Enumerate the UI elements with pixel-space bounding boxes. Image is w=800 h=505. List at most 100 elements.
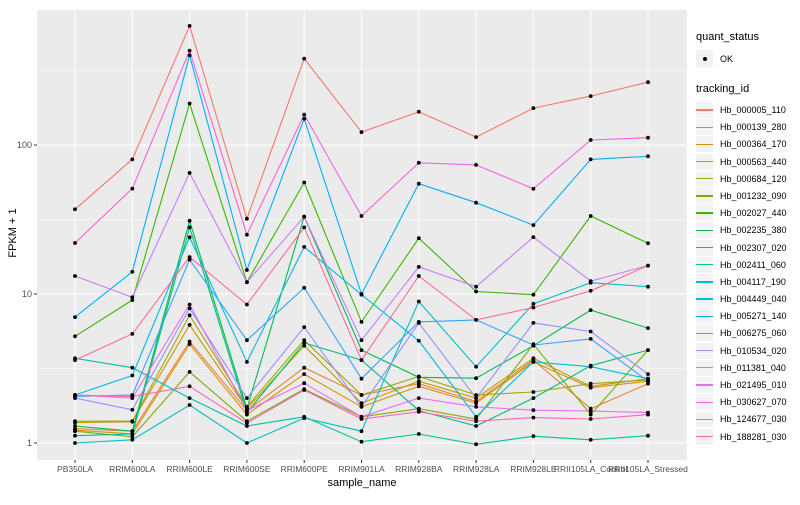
legend-key-box (696, 273, 713, 290)
legend-entry-label: Hb_188281_030 (720, 431, 787, 442)
legend-entry: Hb_004117_190 (696, 273, 800, 290)
legend-entry: Hb_000364_170 (696, 136, 800, 153)
data-point-Hb_004117_190 (359, 429, 364, 434)
legend-entry-label: Hb_010534_020 (720, 345, 787, 356)
x-tick-label: RRIM928BA (395, 464, 443, 474)
data-point-Hb_124677_030 (588, 417, 593, 421)
legend-entry: Hb_124677_030 (696, 411, 800, 428)
legend-line-icon (696, 178, 713, 180)
data-point-Hb_124677_030 (474, 419, 478, 424)
x-tick-label: RRIM600PE (281, 464, 329, 474)
data-point-Hb_002411_060 (474, 442, 478, 447)
data-point-Hb_006275_060 (646, 379, 650, 384)
data-point-Hb_002411_060 (359, 439, 364, 444)
legend-line-icon (696, 126, 713, 128)
legend-key-box (696, 187, 713, 204)
data-point-Hb_002307_020 (646, 348, 650, 352)
data-point-Hb_004117_190 (531, 301, 536, 306)
data-point-Hb_000005_110 (245, 216, 249, 221)
data-point-Hb_124677_030 (302, 388, 307, 392)
legend-entry: Hb_188281_030 (696, 428, 800, 445)
legend-tracking-entries: Hb_000005_110 Hb_000139_280 Hb_000364_170 H… (694, 102, 800, 445)
legend-entry: Hb_010534_020 (696, 342, 800, 359)
legend-entry-label: Hb_000364_170 (720, 139, 787, 150)
data-point-Hb_006275_060 (187, 257, 192, 262)
data-point-Hb_124677_030 (187, 384, 192, 389)
legend-line-icon (696, 384, 713, 386)
legend-key-box (696, 377, 713, 393)
x-tick-label: RRIM600LA (109, 464, 156, 474)
legend-entry-label: Hb_000563_440 (720, 156, 787, 167)
data-point-Hb_011381_040 (416, 265, 421, 269)
data-point-Hb_030627_070 (302, 112, 307, 117)
data-point-Hb_000684_120 (531, 390, 536, 394)
x-tick-label: RRIM901LA (338, 464, 385, 474)
data-point-Hb_004117_190 (245, 441, 249, 445)
legend-title-tracking-id: tracking_id (696, 83, 750, 95)
legend-entry-label: Hb_005271_140 (720, 311, 787, 322)
data-point-Hb_001232_090 (588, 412, 593, 417)
data-point-Hb_004449_040 (245, 360, 249, 364)
data-point-Hb_021495_010 (416, 396, 421, 400)
legend-entry: Hb_000005_110 (696, 102, 800, 118)
data-point-Hb_000684_120 (187, 313, 192, 318)
legend-entry-label: Hb_004117_190 (720, 276, 786, 287)
data-point-Hb_002235_380 (588, 308, 593, 312)
legend-entry: Hb_004449_040 (696, 291, 800, 308)
data-point-Hb_004449_040 (302, 245, 307, 249)
legend-entry-quant-ok: OK (696, 50, 800, 67)
legend-line-icon (696, 160, 713, 163)
legend-entry-label: Hb_002235_380 (720, 225, 787, 236)
data-point-Hb_010534_020 (474, 396, 478, 400)
x-tick-label: PB350LA (57, 464, 93, 474)
data-point-Hb_002235_380 (474, 376, 478, 381)
data-point-Hb_011381_040 (588, 279, 593, 283)
data-point-Hb_011381_040 (187, 171, 192, 175)
legend-entry: Hb_002235_380 (696, 222, 800, 239)
data-point-Hb_010534_020 (73, 396, 77, 400)
data-point-Hb_188281_030 (130, 332, 135, 336)
y-tick-label: 1 (27, 438, 32, 448)
legend-entry: Hb_001232_090 (696, 187, 800, 204)
data-point-Hb_030627_070 (245, 232, 249, 237)
legend-entry: Hb_002027_440 (696, 205, 800, 222)
data-point-Hb_002235_380 (73, 424, 77, 428)
legend-entry: Hb_000684_120 (696, 170, 800, 187)
data-point-Hb_021495_010 (531, 408, 536, 413)
legend-title-quant-status: quant_status (696, 31, 759, 43)
data-point-Hb_000563_440 (416, 379, 421, 384)
legend-entry-label: Hb_001232_090 (720, 190, 787, 201)
data-point-Hb_000005_110 (130, 157, 135, 162)
data-point-Hb_011381_040 (302, 214, 307, 219)
data-point-Hb_000563_440 (588, 384, 593, 389)
data-point-Hb_011381_040 (130, 295, 135, 300)
legend-key-box (696, 291, 713, 308)
legend-entry: Hb_005271_140 (696, 308, 800, 325)
legend-key-box (696, 325, 713, 342)
data-point-Hb_000563_440 (302, 343, 307, 348)
data-point-Hb_188281_030 (73, 358, 77, 362)
data-point-Hb_002235_380 (187, 218, 192, 223)
legend-entry-label: Hb_006275_060 (720, 328, 787, 339)
data-point-Hb_030627_070 (474, 163, 478, 167)
data-point-Hb_004117_190 (187, 403, 192, 407)
legend-entry: Hb_000563_440 (696, 153, 800, 170)
data-point-Hb_188281_030 (416, 274, 421, 278)
data-point-Hb_010534_020 (245, 396, 249, 400)
data-point-Hb_004117_190 (130, 437, 135, 442)
y-axis-title: FPKM + 1 (7, 208, 19, 258)
data-point-Hb_000005_110 (646, 80, 650, 85)
data-point-Hb_002027_440 (73, 334, 77, 339)
data-point-Hb_006275_060 (245, 338, 249, 343)
data-point-Hb_004117_190 (416, 299, 421, 304)
legend-line-icon (696, 229, 713, 231)
legend-entry-label: Hb_030627_070 (720, 397, 787, 408)
data-point-Hb_000364_170 (187, 342, 192, 347)
legend-entry-label: OK (720, 53, 734, 64)
data-point-Hb_188281_030 (359, 358, 364, 362)
data-point-Hb_188281_030 (302, 225, 307, 230)
data-point-Hb_002027_440 (187, 101, 192, 106)
data-point-Hb_030627_070 (531, 186, 536, 191)
legend-entry: Hb_002307_020 (696, 239, 800, 256)
legend-key-box (696, 428, 713, 445)
